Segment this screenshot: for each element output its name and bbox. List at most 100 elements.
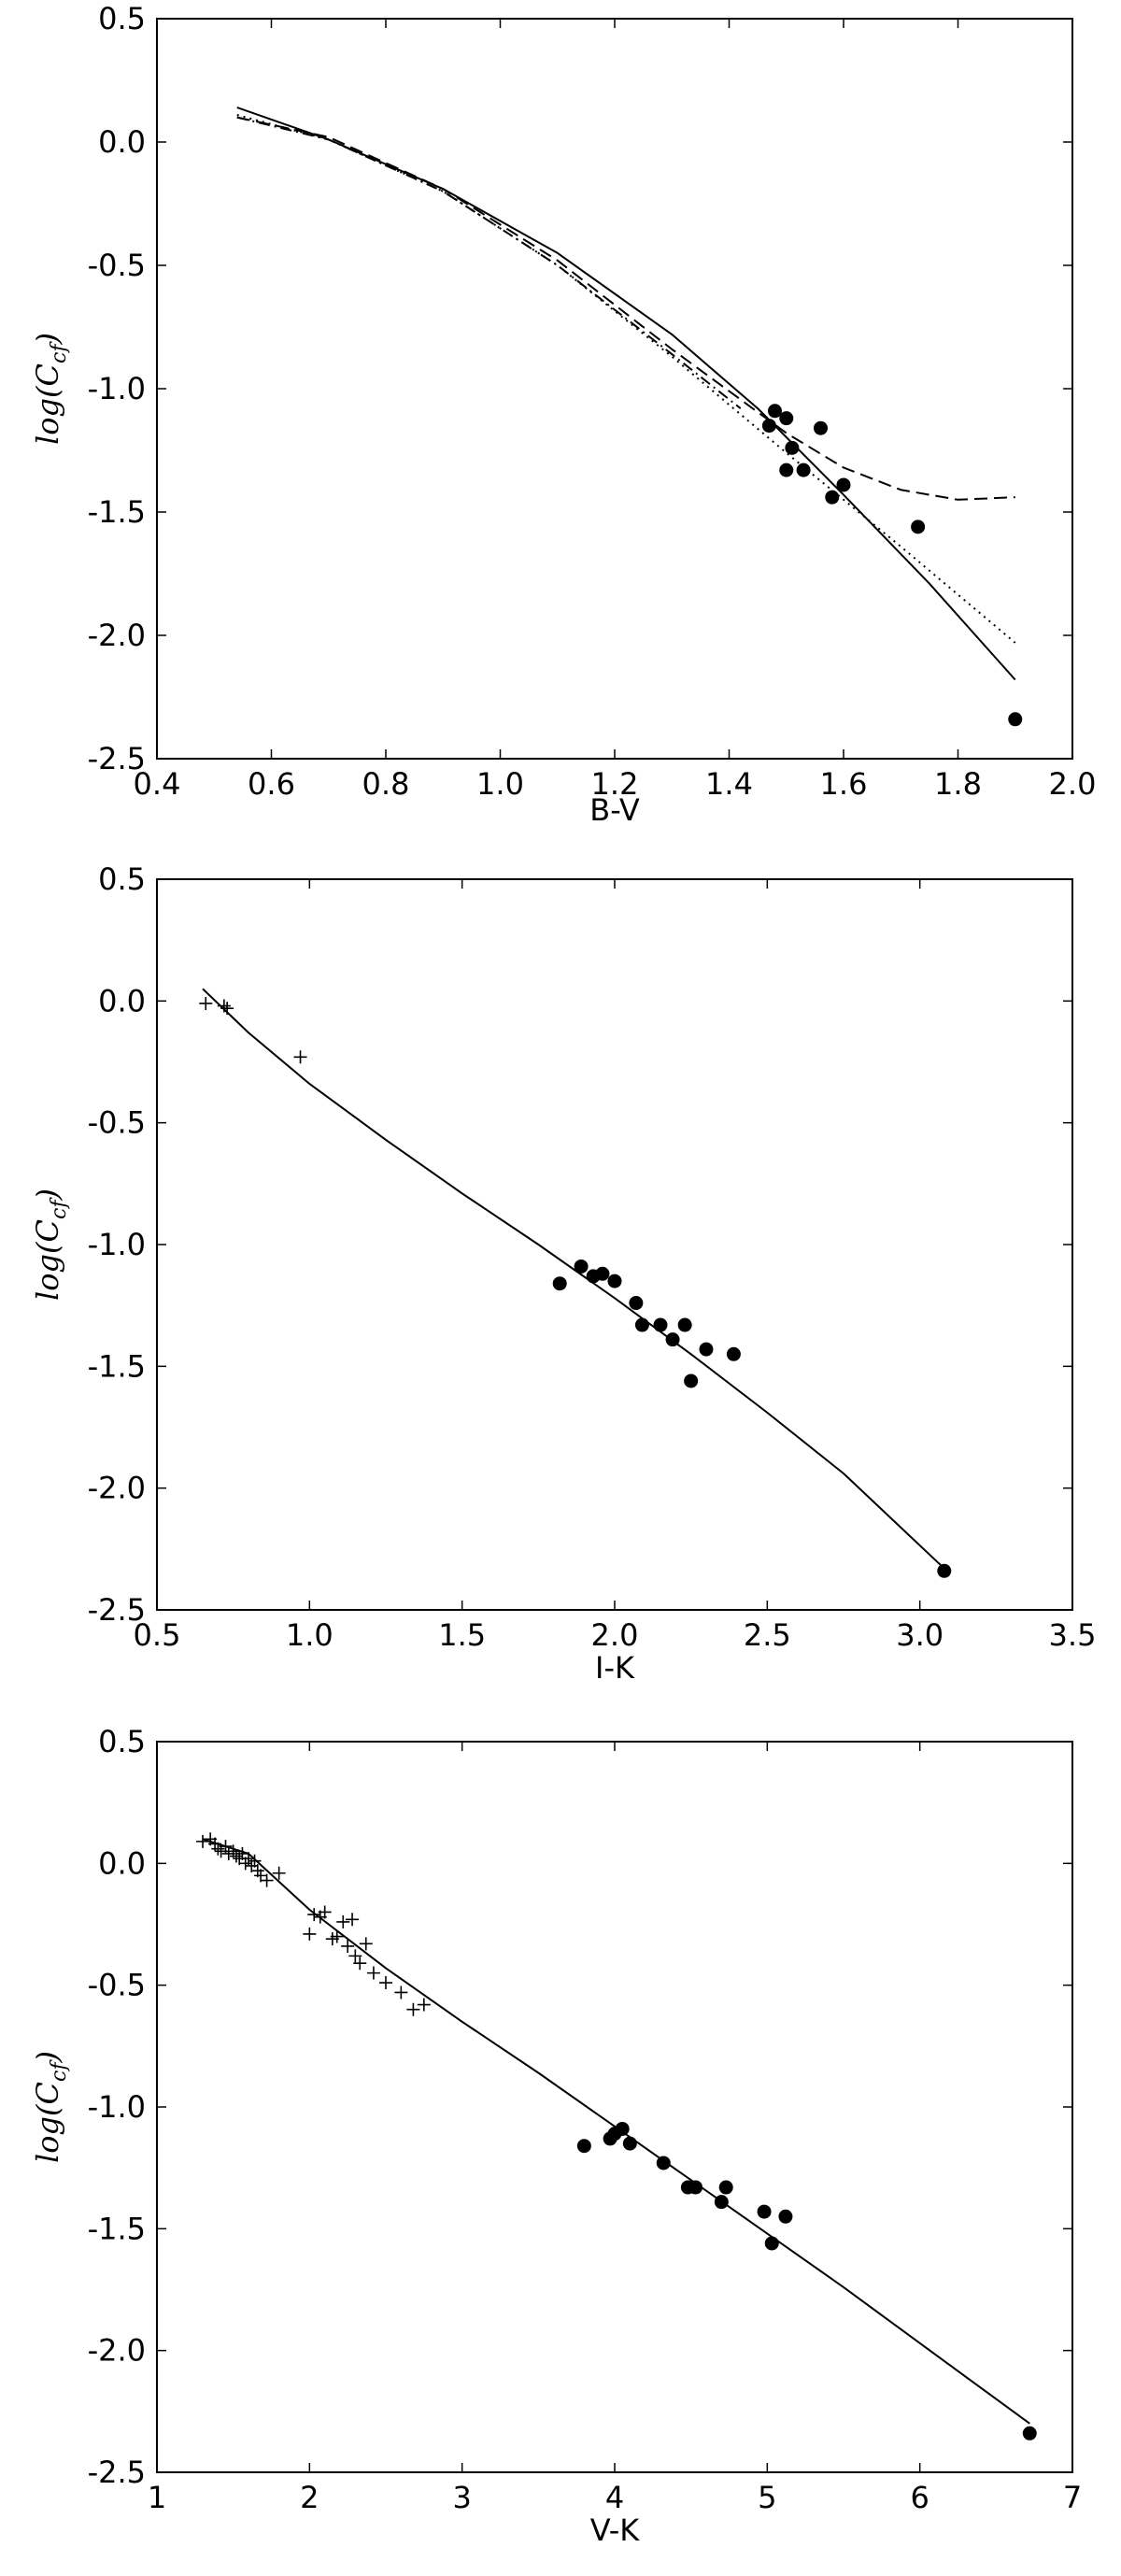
y-axis-label: log(Ccf) bbox=[30, 1188, 71, 1301]
data-point bbox=[576, 2139, 591, 2154]
x-tick-label: 1.0 bbox=[286, 1617, 333, 1653]
plot-frame bbox=[156, 1741, 1073, 2473]
data-point-plus bbox=[379, 1976, 392, 1990]
data-point-plus bbox=[394, 1985, 408, 2000]
data-point bbox=[768, 404, 782, 419]
data-point-plus bbox=[229, 1849, 243, 1863]
y-axis-label: log(Ccf) bbox=[30, 2051, 71, 2163]
data-point-plus bbox=[242, 1852, 255, 1866]
plot-frame bbox=[156, 878, 1073, 1611]
fit-line-dashdot bbox=[236, 116, 742, 409]
y-tick-label: 0.5 bbox=[98, 1, 146, 36]
x-tick-label: 0.5 bbox=[134, 1617, 181, 1653]
data-point-plus bbox=[272, 1866, 286, 1880]
x-tick-label: 1.6 bbox=[820, 766, 868, 802]
fit-line-solid bbox=[202, 1838, 1030, 2425]
data-point bbox=[665, 1332, 680, 1347]
y-tick-label: -1.5 bbox=[88, 494, 146, 530]
x-tick-label: 2.0 bbox=[1049, 766, 1097, 802]
fit-line-dotted bbox=[236, 113, 1016, 644]
data-point bbox=[677, 1317, 692, 1332]
data-point-plus bbox=[307, 1908, 321, 1922]
x-tick-label: 2.5 bbox=[744, 1617, 791, 1653]
fit-line-solid bbox=[202, 988, 945, 1570]
data-point-plus bbox=[219, 1840, 233, 1854]
x-tick-label: 3 bbox=[452, 2480, 471, 2515]
data-point bbox=[764, 2236, 779, 2251]
data-point bbox=[653, 1317, 668, 1332]
data-point bbox=[814, 420, 828, 435]
data-point-plus bbox=[196, 1834, 209, 1848]
chart-panel-ik: 0.5 1.0 1.5 2.0 2.5 3.0 3.5 0.5 0.0 -0.5 -1.0 -1.5 -… bbox=[0, 851, 1121, 1714]
y-tick-label: 0.0 bbox=[98, 983, 146, 1018]
data-point-plus bbox=[211, 1842, 225, 1856]
x-tick-label: 3.0 bbox=[896, 1617, 944, 1653]
y-tick-label: 0.0 bbox=[98, 124, 146, 160]
data-point bbox=[684, 1373, 699, 1388]
x-tick-label: 1.0 bbox=[476, 766, 524, 802]
y-tick-label: -1.5 bbox=[88, 2211, 146, 2246]
data-point-plus bbox=[341, 1939, 355, 1953]
data-point-plus bbox=[217, 999, 231, 1013]
x-tick-label: 1.5 bbox=[438, 1617, 486, 1653]
data-point-plus bbox=[348, 1949, 362, 1963]
y-tick-label: -2.5 bbox=[88, 741, 146, 776]
data-point bbox=[796, 463, 811, 477]
x-tick-label: 6 bbox=[910, 2480, 929, 2515]
x-axis-label: V-K bbox=[590, 2512, 641, 2548]
data-point-plus bbox=[406, 2002, 420, 2016]
data-point-plus bbox=[260, 1873, 274, 1887]
data-point bbox=[1008, 712, 1023, 727]
data-point bbox=[699, 1342, 714, 1357]
x-tick-label: 7 bbox=[1063, 2480, 1082, 2515]
y-tick-label: -1.0 bbox=[88, 2089, 146, 2125]
y-tick-label: -2.0 bbox=[88, 1471, 146, 1506]
x-tick-label: 4 bbox=[605, 2480, 624, 2515]
data-point bbox=[595, 1266, 610, 1281]
fit-line-dashed bbox=[236, 116, 1015, 501]
x-tick-label: 1 bbox=[148, 2480, 166, 2515]
chart-panel-vk: 1 2 3 4 5 6 7 0.5 0.0 -0.5 -1.0 -1.5 -2.0 -2.5 V-K log(… bbox=[0, 1714, 1121, 2576]
data-point-plus bbox=[336, 1914, 350, 1928]
data-point-plus bbox=[330, 1929, 344, 1943]
data-point bbox=[607, 1274, 622, 1288]
data-point bbox=[911, 519, 926, 534]
y-tick-label: -0.5 bbox=[88, 1105, 146, 1141]
data-point bbox=[757, 2204, 772, 2219]
data-point-plus bbox=[353, 1957, 367, 1971]
x-axis-label: I-K bbox=[595, 1650, 635, 1686]
data-point bbox=[629, 1296, 644, 1311]
y-tick-label: -2.5 bbox=[88, 1592, 146, 1628]
y-tick-label: 0.5 bbox=[98, 861, 146, 897]
y-tick-label: -2.0 bbox=[88, 618, 146, 653]
chart-vk: 1 2 3 4 5 6 7 0.5 0.0 -0.5 -1.0 -1.5 -2.0 -2.5 V-K log(… bbox=[30, 1724, 1082, 2548]
data-point bbox=[622, 2136, 637, 2151]
x-tick-label: 2.0 bbox=[591, 1617, 639, 1653]
x-axis-label: B-V bbox=[589, 792, 640, 828]
x-tick-label: 2 bbox=[300, 2480, 319, 2515]
y-tick-label: 0.0 bbox=[98, 1845, 146, 1881]
data-point bbox=[836, 477, 851, 492]
x-tick-label: 1.2 bbox=[591, 766, 639, 802]
chart-panel-bv: 0.4 0.6 0.8 1.0 1.2 1.4 1.6 1.8 2.0 0.5 0.0 -0.5 -1.… bbox=[0, 0, 1121, 851]
data-point-plus bbox=[220, 1002, 234, 1016]
y-tick-label: -1.0 bbox=[88, 1227, 146, 1262]
data-point-plus bbox=[303, 1927, 317, 1941]
data-point bbox=[656, 2156, 671, 2170]
data-point-plus bbox=[417, 1998, 431, 2012]
data-point-plus bbox=[346, 1913, 360, 1927]
x-tick-label: 0.8 bbox=[362, 766, 410, 802]
data-point-plus bbox=[359, 1937, 373, 1951]
data-point bbox=[714, 2195, 729, 2210]
y-tick-label: -1.0 bbox=[88, 371, 146, 406]
x-tick-label: 1.8 bbox=[934, 766, 982, 802]
x-tick-label: 3.5 bbox=[1049, 1617, 1097, 1653]
y-axis-label: log(Ccf) bbox=[30, 333, 71, 445]
data-point bbox=[688, 2180, 703, 2195]
data-point bbox=[779, 411, 794, 426]
chart-ik: 0.5 1.0 1.5 2.0 2.5 3.0 3.5 0.5 0.0 -0.5 -1.0 -1.5 -… bbox=[30, 861, 1097, 1686]
y-tick-label: -0.5 bbox=[88, 248, 146, 283]
y-tick-label: -2.0 bbox=[88, 2333, 146, 2369]
y-tick-label: -1.5 bbox=[88, 1348, 146, 1384]
data-point-plus bbox=[248, 1854, 262, 1868]
